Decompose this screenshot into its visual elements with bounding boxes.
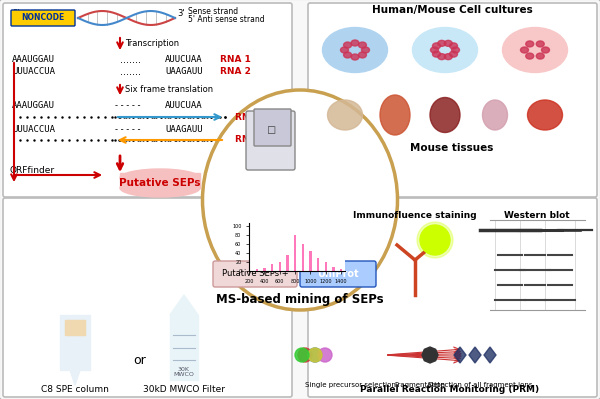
Bar <box>294 235 296 271</box>
Ellipse shape <box>503 28 568 73</box>
FancyBboxPatch shape <box>11 10 75 26</box>
Circle shape <box>295 348 309 362</box>
Ellipse shape <box>430 97 460 132</box>
Text: - - - - -: - - - - - <box>115 124 140 134</box>
Text: Transcription: Transcription <box>125 40 179 49</box>
Ellipse shape <box>433 51 440 57</box>
Bar <box>60 315 90 370</box>
Text: Mouse tissues: Mouse tissues <box>410 143 494 153</box>
Ellipse shape <box>341 47 349 53</box>
Text: .......: ....... <box>120 67 141 77</box>
Text: 30K
MWCO: 30K MWCO <box>173 367 194 377</box>
Text: UAAGAUU: UAAGAUU <box>165 124 203 134</box>
Ellipse shape <box>444 40 452 46</box>
Text: MS-based mining of SEPs: MS-based mining of SEPs <box>216 294 384 306</box>
Ellipse shape <box>438 40 446 46</box>
Text: ORFfinder: ORFfinder <box>10 166 55 175</box>
Text: RNA 2: RNA 2 <box>220 67 251 77</box>
FancyBboxPatch shape <box>3 198 292 397</box>
Text: Western blot: Western blot <box>504 211 570 219</box>
Ellipse shape <box>526 53 534 59</box>
Bar <box>332 267 335 271</box>
Ellipse shape <box>380 95 410 135</box>
Polygon shape <box>454 347 466 363</box>
Ellipse shape <box>328 100 362 130</box>
Ellipse shape <box>444 53 452 60</box>
FancyBboxPatch shape <box>308 3 597 197</box>
Ellipse shape <box>344 52 352 58</box>
Circle shape <box>417 222 453 258</box>
Bar <box>286 255 289 271</box>
Bar <box>263 268 266 271</box>
Text: AUUCUAA: AUUCUAA <box>165 55 203 65</box>
Bar <box>120 173 200 188</box>
Text: .......: ....... <box>120 55 141 65</box>
Ellipse shape <box>323 28 388 73</box>
Ellipse shape <box>526 41 534 47</box>
Text: Sense strand: Sense strand <box>188 6 238 16</box>
Text: AUUCUAA: AUUCUAA <box>165 101 203 111</box>
Ellipse shape <box>508 32 563 67</box>
Text: RNA 1×3: RNA 1×3 <box>235 113 280 122</box>
FancyBboxPatch shape <box>246 111 295 170</box>
Ellipse shape <box>120 169 200 187</box>
Bar <box>309 251 311 271</box>
Ellipse shape <box>203 90 398 310</box>
Bar <box>271 265 273 271</box>
Text: RNA 2×3: RNA 2×3 <box>235 136 280 144</box>
Bar <box>302 244 304 271</box>
Ellipse shape <box>344 42 352 48</box>
Bar <box>317 258 319 271</box>
Bar <box>256 269 258 271</box>
Ellipse shape <box>120 179 200 197</box>
Ellipse shape <box>418 32 473 67</box>
Text: Fragmentation: Fragmentation <box>395 382 445 388</box>
Text: UUUACCUA: UUUACCUA <box>12 67 55 77</box>
Ellipse shape <box>452 47 460 53</box>
Polygon shape <box>170 295 198 315</box>
Circle shape <box>298 348 312 362</box>
Ellipse shape <box>536 41 544 47</box>
Text: NONCODE: NONCODE <box>22 14 65 22</box>
Ellipse shape <box>361 47 370 53</box>
Text: Single precursor selection: Single precursor selection <box>305 382 395 388</box>
Bar <box>325 262 327 271</box>
Ellipse shape <box>351 40 359 46</box>
Text: 5': 5' <box>12 18 19 28</box>
Text: 30kD MWCO Filter: 30kD MWCO Filter <box>143 385 225 395</box>
Text: Putative SEPs +: Putative SEPs + <box>221 269 289 279</box>
Text: ◻: ◻ <box>268 125 277 135</box>
Ellipse shape <box>358 42 367 48</box>
Text: C8 SPE column: C8 SPE column <box>41 385 109 395</box>
Bar <box>278 262 281 271</box>
Text: RNA 1: RNA 1 <box>220 55 251 65</box>
Bar <box>170 315 198 380</box>
Text: Immunofluence staining: Immunofluence staining <box>353 211 477 219</box>
FancyBboxPatch shape <box>300 261 376 287</box>
FancyBboxPatch shape <box>254 109 291 146</box>
Ellipse shape <box>358 52 367 58</box>
Text: 5' Anti sense strand: 5' Anti sense strand <box>188 14 265 24</box>
Text: AAAUGGAU: AAAUGGAU <box>12 101 55 111</box>
Circle shape <box>420 225 450 255</box>
Ellipse shape <box>438 53 446 60</box>
Text: 3': 3' <box>12 10 20 18</box>
Ellipse shape <box>542 47 550 53</box>
Text: 3': 3' <box>177 10 185 18</box>
Text: AAAUGGAU: AAAUGGAU <box>12 55 55 65</box>
Circle shape <box>318 348 332 362</box>
Polygon shape <box>70 370 80 385</box>
Circle shape <box>308 348 322 362</box>
Text: - - - - -: - - - - - <box>115 101 140 111</box>
Ellipse shape <box>431 47 439 53</box>
FancyBboxPatch shape <box>213 261 297 287</box>
Ellipse shape <box>482 100 508 130</box>
Text: UUUACCUA: UUUACCUA <box>12 124 55 134</box>
Ellipse shape <box>351 54 359 60</box>
Ellipse shape <box>527 100 563 130</box>
Ellipse shape <box>449 51 457 57</box>
FancyBboxPatch shape <box>3 3 292 197</box>
Ellipse shape <box>413 28 478 73</box>
Circle shape <box>308 348 322 362</box>
